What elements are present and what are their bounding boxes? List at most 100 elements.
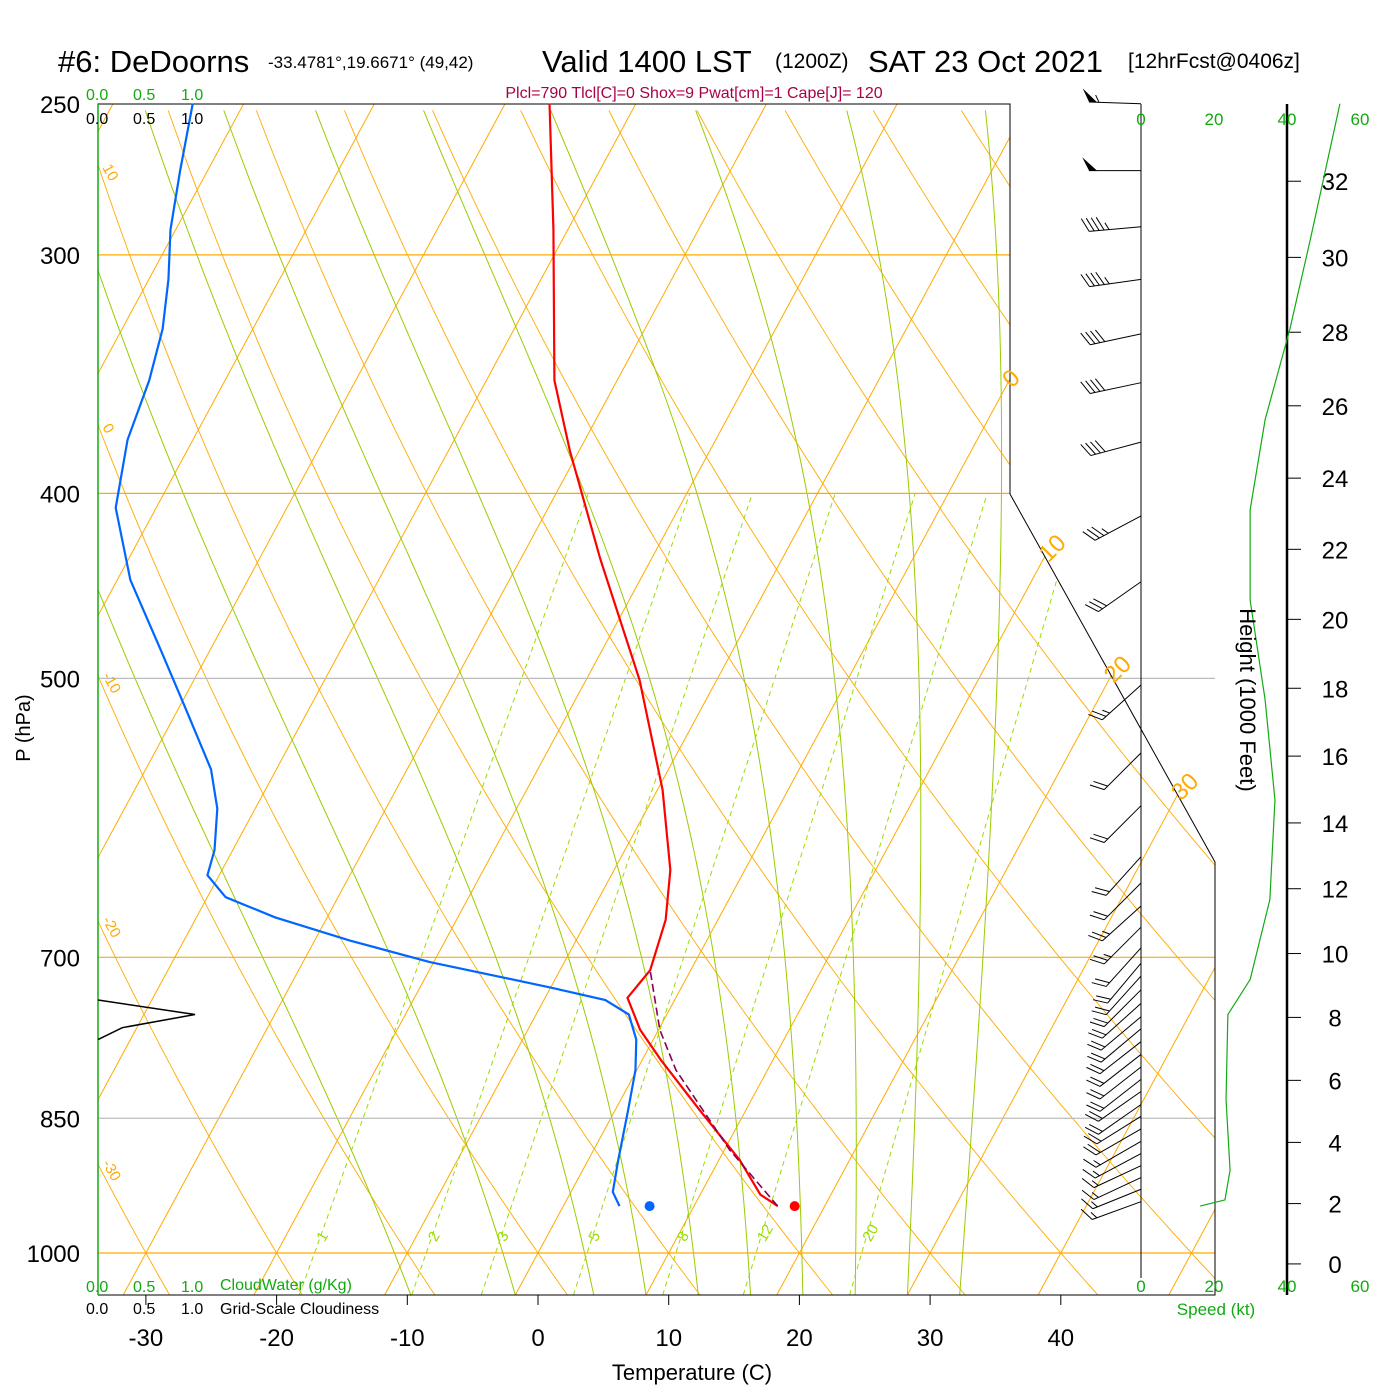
barb-feather [1080, 1208, 1093, 1220]
barb-feather [1091, 982, 1107, 987]
barb-shaft [1102, 1003, 1142, 1039]
moist-adiabat [223, 110, 647, 1295]
barb-feather [1085, 331, 1096, 345]
cloudiness-scale-top: 0.0 0.5 1.0 [86, 111, 203, 128]
mixing-ratio-label: 5 [585, 1229, 604, 1245]
barb-shaft [1100, 1028, 1142, 1063]
isotherm [98, 104, 637, 1295]
barb-feather [1094, 440, 1106, 453]
barb-feather [1094, 329, 1106, 342]
isotherm-label: 30 [1166, 768, 1204, 806]
height-tick-label: 20 [1322, 607, 1349, 634]
moist-adiabat [846, 110, 922, 1295]
barb-shaft [1095, 1128, 1142, 1156]
barb-shaft [1091, 1201, 1142, 1220]
barb-shaft [1089, 226, 1142, 232]
barb-shaft [1094, 515, 1142, 541]
tick-label: 1.0 [181, 87, 203, 104]
barb-half-feather [1090, 1211, 1098, 1219]
barb-feather [1080, 218, 1090, 232]
isotherm [645, 104, 1215, 1295]
stability-indices: Plcl=790 Tlcl[C]=0 Shox=9 Pwat[cm]=1 Cap… [505, 85, 882, 102]
barb-shaft [1105, 975, 1142, 1016]
wind-barb [1087, 1028, 1142, 1063]
height-axis-title: Height (1000 Feet) [1235, 608, 1260, 791]
wind-speed-line [1199, 103, 1341, 1207]
wind-barb [1091, 975, 1142, 1016]
barb-shaft [1102, 684, 1142, 721]
barb-feather [1090, 1063, 1105, 1072]
moist-adiabat [550, 110, 804, 1295]
barb-half-feather [1093, 1160, 1101, 1166]
height-tick-label: 16 [1322, 744, 1349, 771]
barb-feather [1091, 890, 1107, 896]
height-tick-label: 30 [1322, 245, 1349, 272]
barb-flag [1082, 157, 1097, 171]
barb-feather [1085, 380, 1096, 393]
barb-feather [1087, 1055, 1102, 1063]
height-tick-label: 6 [1328, 1068, 1341, 1095]
moist-adiabat [144, 110, 595, 1295]
wind-barb [1080, 329, 1142, 346]
isotherm [98, 104, 245, 1295]
tick-label: 40 [1278, 1277, 1297, 1296]
cloudwater-scale-top: 0.0 0.5 1.0 [86, 87, 203, 104]
pressure-tick-label: 1000 [27, 1241, 80, 1268]
mixing-ratio-label: 20 [859, 1222, 882, 1245]
barb-shaft [1105, 947, 1142, 987]
barb-half-feather [1102, 930, 1110, 935]
tick-label: 0.5 [133, 87, 155, 104]
barb-feather [1088, 1032, 1103, 1039]
isotherm [906, 104, 1215, 1295]
barb-feather [1084, 1113, 1099, 1122]
mixing-ratio-label: 1 [313, 1229, 332, 1245]
tick-label: 1.0 [181, 1301, 203, 1318]
barb-shaft [1089, 101, 1142, 105]
barb-feather [1092, 999, 1108, 1004]
barb-feather [1093, 911, 1108, 917]
barb-shaft [1103, 805, 1142, 843]
barb-shaft [1096, 1115, 1142, 1145]
tick-label: 0.5 [133, 1301, 155, 1318]
dry-adiabat [608, 110, 1215, 1295]
profiles [97, 103, 800, 1212]
height-tick-label: 0 [1328, 1252, 1341, 1279]
barb-feather [1091, 931, 1107, 938]
dry-adiabat [98, 110, 568, 1295]
barb-feather [1084, 1126, 1099, 1135]
dry-adiabat-label: 10 [99, 161, 122, 184]
tick-label: 40 [1278, 110, 1297, 129]
parcel-line [649, 970, 779, 1207]
barb-feather [1086, 1092, 1101, 1100]
barb-half-feather [1091, 1180, 1099, 1186]
barb-feather [1090, 1089, 1105, 1097]
x-axis-title: Temperature (C) [612, 1360, 772, 1385]
isobars [98, 254, 1215, 1254]
isotherm [253, 104, 898, 1295]
barb-half-feather [1104, 277, 1110, 285]
wind-barb [1081, 1188, 1142, 1210]
tick-label: 20 [1205, 110, 1224, 129]
height-tick-label: 32 [1322, 169, 1349, 196]
barb-feather [1095, 217, 1105, 231]
background-lines [98, 104, 1215, 1295]
dry-adiabat-label: -30 [99, 1157, 125, 1184]
tick-label: 1.0 [181, 1279, 203, 1296]
mixing-ratio-line [572, 493, 836, 1295]
tick-label: 0.0 [86, 87, 108, 104]
barb-feather [1080, 381, 1091, 394]
height-tick-label: 18 [1322, 676, 1349, 703]
dry-adiabat-label: -10 [99, 669, 125, 696]
barb-half-feather [1091, 1201, 1098, 1208]
moist-adiabat [98, 110, 516, 1295]
moist-adiabat [315, 110, 699, 1295]
barb-shaft [1099, 1078, 1142, 1112]
height-tick-label: 14 [1322, 811, 1349, 838]
barb-shaft [1093, 1177, 1142, 1200]
barb-shaft [1105, 856, 1142, 896]
dry-adiabat [167, 110, 834, 1295]
height-tick-label: 28 [1322, 320, 1349, 347]
temperature-tick-label: 10 [655, 1325, 682, 1352]
